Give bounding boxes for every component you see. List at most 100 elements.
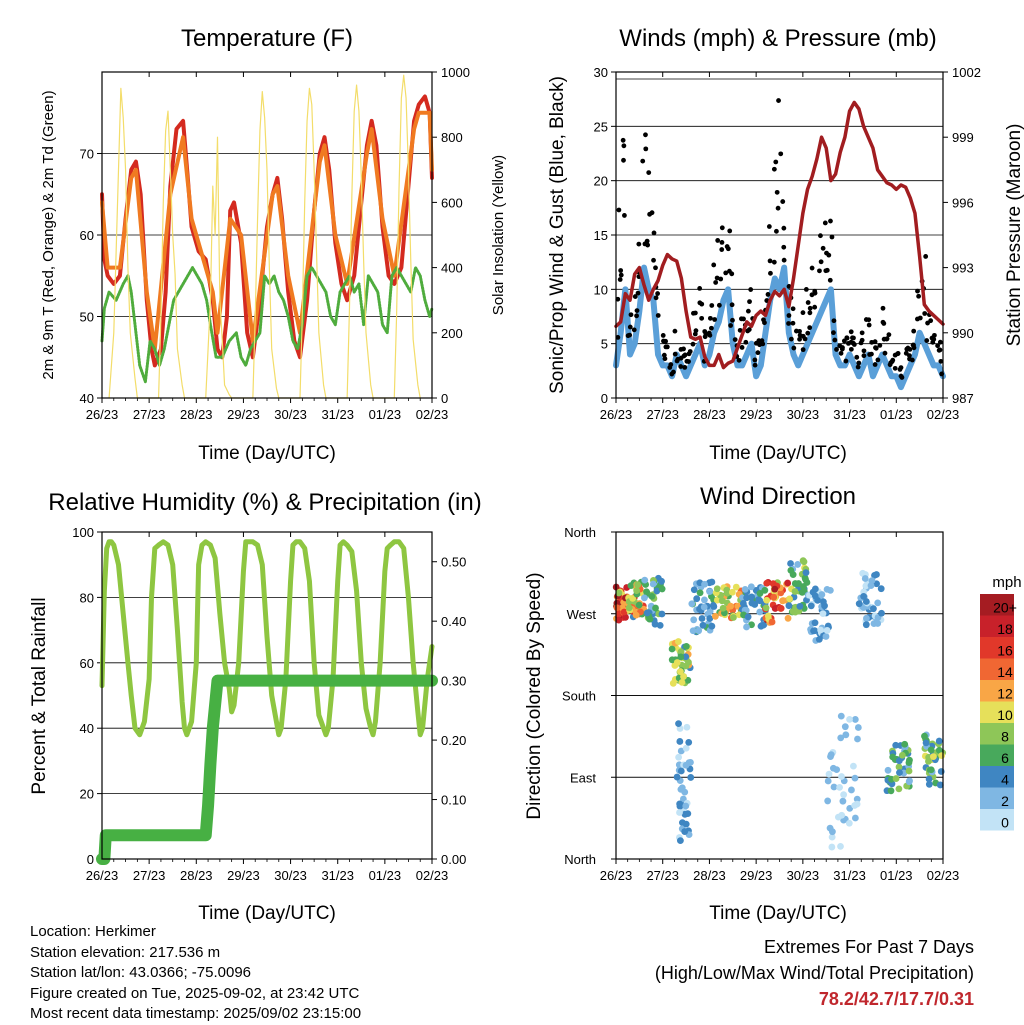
direction-point — [842, 731, 850, 739]
direction-point — [860, 592, 868, 600]
direction-point — [668, 656, 676, 664]
gust-point — [935, 343, 941, 349]
plot-frame — [101, 71, 433, 399]
gust-point — [937, 339, 943, 345]
direction-point — [785, 602, 793, 610]
gust-point — [739, 345, 745, 350]
legend-swatch — [980, 701, 1014, 723]
gust-point — [632, 294, 638, 299]
gust-point — [881, 321, 887, 326]
gust-point — [687, 349, 693, 354]
gust-point — [672, 351, 678, 357]
direction-point — [700, 603, 708, 611]
direction-point — [651, 620, 659, 628]
x-tick-label: 29/23 — [227, 868, 260, 883]
humidity-plot: 0 20 40 60 80 100 0.00 0.10 0.20 0.30 0.40 0.50 26/2… — [72, 525, 466, 883]
legend-label: 20+ — [993, 600, 1017, 616]
y-tick-label: 20 — [594, 174, 608, 189]
x-tick-label: 29/23 — [740, 407, 773, 422]
gust-point — [719, 239, 725, 245]
direction-point — [927, 766, 935, 774]
direction-point — [830, 783, 838, 791]
y-right-tick-label: 0 — [441, 391, 448, 406]
humidity-panel: Relative Humidity (%) & Precipitation (i… — [29, 489, 482, 924]
gust-point — [824, 267, 830, 273]
gust-point — [888, 360, 894, 366]
y-right-tick-label: 0.50 — [441, 555, 466, 570]
direction-point — [743, 594, 751, 602]
gust-point — [892, 365, 898, 371]
direction-point — [693, 595, 701, 603]
gust-point — [765, 292, 771, 297]
direction-point — [861, 575, 869, 582]
y-tick-label: 70 — [80, 147, 94, 162]
gust-point — [756, 338, 762, 344]
extremes-heading: Extremes For Past 7 Days — [763, 937, 974, 957]
extremes-box: Extremes For Past 7 Days (High/Low/Max W… — [655, 934, 974, 1012]
gust-point — [807, 325, 813, 331]
temperature-ylabel-right: Solar Insolation (Yellow) — [490, 155, 507, 315]
gust-point — [790, 306, 796, 312]
x-tick-label: 31/23 — [321, 868, 354, 883]
y-tick-label: 15 — [594, 228, 608, 243]
direction-point — [727, 602, 735, 610]
legend-label: 0 — [1001, 815, 1009, 831]
humidity-title: Relative Humidity (%) & Precipitation (i… — [48, 489, 481, 516]
direction-point — [756, 590, 764, 597]
gust-point — [662, 356, 668, 362]
gust-point — [748, 287, 754, 292]
gust-point — [634, 308, 640, 314]
gust-point — [781, 244, 787, 250]
x-tick-label: 31/23 — [833, 407, 866, 422]
direction-point — [871, 571, 878, 579]
direction-point — [823, 627, 831, 634]
gust-point — [625, 333, 631, 339]
gust-point — [880, 305, 886, 311]
gust-point — [786, 321, 791, 326]
x-tick-label: 30/23 — [274, 407, 307, 422]
gust-point — [640, 158, 646, 164]
gust-point — [697, 300, 703, 306]
y-right-tick-label: 0.00 — [441, 852, 466, 867]
direction-point — [925, 757, 932, 765]
gust-point — [859, 330, 865, 336]
gust-point — [861, 348, 867, 354]
direction-point — [829, 828, 836, 836]
direction-point — [761, 586, 769, 594]
direction-point — [922, 739, 930, 747]
gust-point — [855, 364, 861, 370]
gust-point — [651, 257, 656, 263]
gust-point — [781, 225, 787, 231]
temperature-panel: Temperature (F) Time (Day/UTC) 2m & 9m T… — [40, 25, 507, 464]
gust-point — [707, 315, 713, 321]
direction-point — [682, 761, 690, 769]
direction-point — [836, 783, 843, 791]
series-line-station-pressure — [614, 100, 945, 370]
gust-point — [746, 327, 752, 332]
direction-point — [674, 638, 682, 645]
y-tick-label: South — [562, 689, 596, 704]
direction-point — [777, 604, 785, 612]
direction-point — [708, 622, 716, 630]
x-tick-label: 31/23 — [833, 868, 866, 883]
gust-point — [812, 290, 818, 296]
y-right-tick-label: 200 — [441, 326, 463, 341]
station-location: Location: Herkimer — [30, 923, 156, 940]
gust-point — [678, 347, 684, 352]
gust-point — [723, 270, 729, 276]
gust-point — [818, 233, 823, 239]
direction-point — [771, 585, 779, 593]
direction-point — [826, 586, 834, 594]
legend-label: 16 — [997, 643, 1013, 659]
plot-frame — [101, 531, 433, 860]
temperature-xlabel: Time (Day/UTC) — [198, 443, 336, 464]
gust-point — [923, 254, 929, 259]
gust-point — [832, 337, 838, 343]
x-tick-label: 26/23 — [600, 407, 633, 422]
direction-point — [828, 833, 836, 841]
direction-point — [756, 597, 764, 605]
gust-point — [797, 328, 802, 334]
y-tick-label: 60 — [80, 656, 94, 671]
direction-point — [689, 627, 697, 635]
direction-point — [905, 778, 913, 786]
